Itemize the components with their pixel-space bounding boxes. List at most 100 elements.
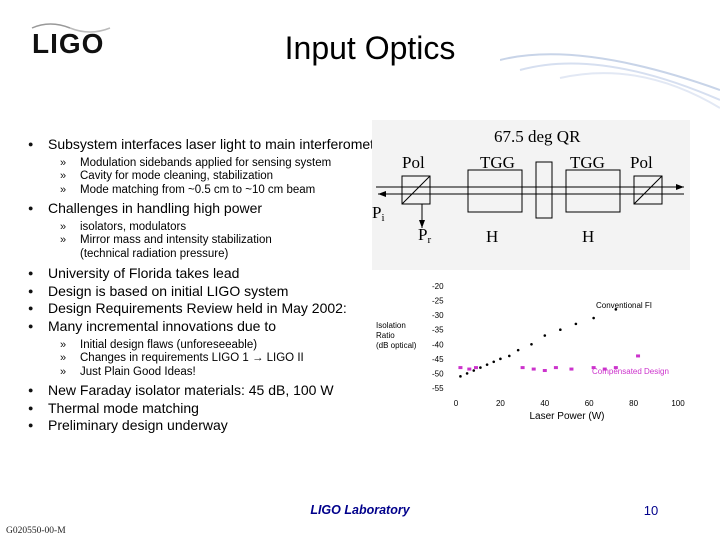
polarizer-label: Pol [402, 153, 425, 172]
bullet-text: Design Requirements Review held in May 2… [48, 300, 347, 317]
data-point-compensated [591, 366, 596, 370]
sub-bullet-item: » Initial design flaws (unforeseeable) [28, 339, 388, 353]
bullet-item: ● University of Florida takes lead [28, 265, 388, 283]
bullet-icon: ● [28, 203, 34, 214]
y-axis: -20 -25 -30 -35 -40 -45 -50 -55 [432, 282, 444, 393]
bullet-item: ● Design Requirements Review held in May … [28, 300, 388, 318]
data-point-conventional [592, 316, 595, 320]
x-axis: 0 20 40 60 80 100 [454, 399, 685, 408]
polarizer-label: Pol [630, 153, 653, 172]
x-tick-label: 80 [629, 399, 638, 408]
tgg-crystal [565, 169, 621, 213]
sub-bullet-text: Cavity for mode cleaning, stabilization [80, 170, 274, 183]
sub-bullet-icon: » [60, 365, 67, 378]
sub-bullet-text: (technical radiation pressure) [80, 247, 229, 260]
arrow-down-icon [419, 220, 425, 228]
sub-bullet-item: » Modulation sidebands applied for sensin… [28, 157, 388, 171]
sub-bullet-item: (technical radiation pressure) [28, 248, 388, 262]
tgg-label: TGG [570, 153, 605, 172]
chart-legend: Conventional FI Compensated Design [592, 301, 669, 376]
bullet-text: Design is based on initial LIGO system [48, 282, 289, 299]
sub-bullet-text: Mode matching from ~0.5 cm to ~10 cm bea… [80, 183, 316, 196]
bullet-item: ● Many incremental innovations due to [28, 318, 388, 336]
sub-bullet-text: Initial design flaws (unforeseeable) [80, 338, 258, 351]
data-point-conventional [472, 369, 476, 372]
y-tick-label: -30 [432, 311, 444, 320]
y-tick-label: -20 [432, 282, 444, 291]
y-axis-label: (dB optical) [376, 341, 417, 350]
data-point-conventional [559, 328, 562, 332]
h-field-label: H [486, 227, 498, 246]
data-point-compensated [636, 354, 641, 358]
sub-bullet-icon: » [60, 170, 67, 183]
polarizer-cube [401, 175, 431, 205]
data-point-compensated [473, 366, 478, 370]
sub-bullet-item: » Just Plain Good Ideas! [28, 366, 388, 380]
sub-bullet-item: » Mirror mass and intensity stabilization [28, 234, 388, 248]
data-point-compensated [531, 367, 536, 371]
sub-bullet-text: Modulation sidebands applied for sensing… [80, 156, 332, 169]
data-point-compensated [458, 366, 463, 370]
slide-title: Input Optics [284, 30, 456, 66]
polarizer-diagonal [401, 175, 431, 205]
legend-entry-compensated: Compensated Design [592, 367, 669, 376]
data-point-compensated [467, 367, 472, 371]
data-point-conventional [465, 372, 469, 375]
data-point-conventional [459, 375, 462, 378]
y-tick-label: -50 [432, 369, 444, 378]
bullet-text: University of Florida takes lead [48, 265, 240, 282]
data-point-conventional [499, 357, 502, 361]
tgg-crystal [467, 169, 523, 213]
faraday-isolator-diagram: 67.5 deg QR Pol TGG TGG Pol Pi Pr H H [372, 120, 690, 270]
bullet-item: ● Preliminary design underway [28, 417, 388, 435]
sub-bullet-item: » Changes in requirements LIGO 1 → LIGO I… [28, 352, 388, 366]
chart-marks [458, 308, 641, 378]
sub-bullet-icon: » [60, 183, 67, 196]
decorative-swoosh [500, 53, 720, 109]
footer-lab-name: LIGO Laboratory [310, 503, 410, 517]
data-point-compensated [602, 367, 607, 371]
bullet-item: ● Design is based on initial LIGO system [28, 283, 388, 301]
bullet-icon: ● [28, 420, 34, 431]
y-tick-label: -55 [432, 384, 444, 393]
arrow-right-icon [676, 184, 684, 190]
data-point-compensated [520, 366, 525, 370]
data-point-conventional [574, 322, 578, 326]
bullet-item: ● New Faraday isolator materials: 45 dB, … [28, 382, 388, 400]
bullet-icon: ● [28, 303, 34, 314]
sub-bullet-item: » Cavity for mode cleaning, stabilization [28, 170, 388, 184]
bullet-text: Many incremental innovations due to [48, 317, 277, 334]
y-axis-label: Isolation [376, 321, 406, 330]
bullet-icon: ● [28, 268, 34, 279]
legend-entry-conventional: Conventional FI [596, 301, 652, 310]
x-tick-label: 100 [671, 399, 685, 408]
bullet-list: ● Subsystem interfaces laser light to mai… [28, 136, 388, 435]
data-point-conventional [543, 334, 547, 337]
quartz-rotator-label: 67.5 deg QR [494, 127, 581, 146]
y-tick-label: -45 [432, 355, 444, 364]
x-tick-label: 0 [454, 399, 459, 408]
sub-bullet-text: Just Plain Good Ideas! [80, 365, 196, 378]
ligo-logo: LIGO [30, 22, 112, 64]
y-axis-label: Ratio [376, 331, 395, 340]
sub-bullet-icon: » [60, 352, 67, 365]
bullet-text: Challenges in handling high power [48, 200, 263, 217]
y-tick-label: -25 [432, 297, 444, 306]
sub-bullet-text: Changes in requirements LIGO 1 → LIGO II [80, 352, 304, 365]
bullet-item: ● Subsystem interfaces laser light to mai… [28, 136, 388, 154]
data-point-conventional [485, 363, 489, 366]
data-point-compensated [542, 369, 547, 373]
isolation-ratio-chart: -20 -25 -30 -35 -40 -45 -50 -55 0 20 40 60 80 100 Co… [376, 282, 685, 422]
x-axis-label: Laser Power (W) [529, 411, 604, 422]
polarizer-diagonal [633, 175, 663, 205]
rejected-power-label: Pr [418, 225, 431, 246]
y-tick-label: -40 [432, 340, 444, 349]
document-number: G020550-00-M [6, 526, 66, 536]
bullet-text: Preliminary design underway [48, 417, 228, 434]
sub-bullet-icon: » [60, 338, 67, 351]
data-point-conventional [479, 366, 482, 369]
data-point-conventional [614, 308, 618, 311]
bullet-icon: ● [28, 285, 34, 296]
ligo-logo-mark [31, 23, 111, 33]
bullet-item: ● Challenges in handling high power [28, 200, 388, 218]
